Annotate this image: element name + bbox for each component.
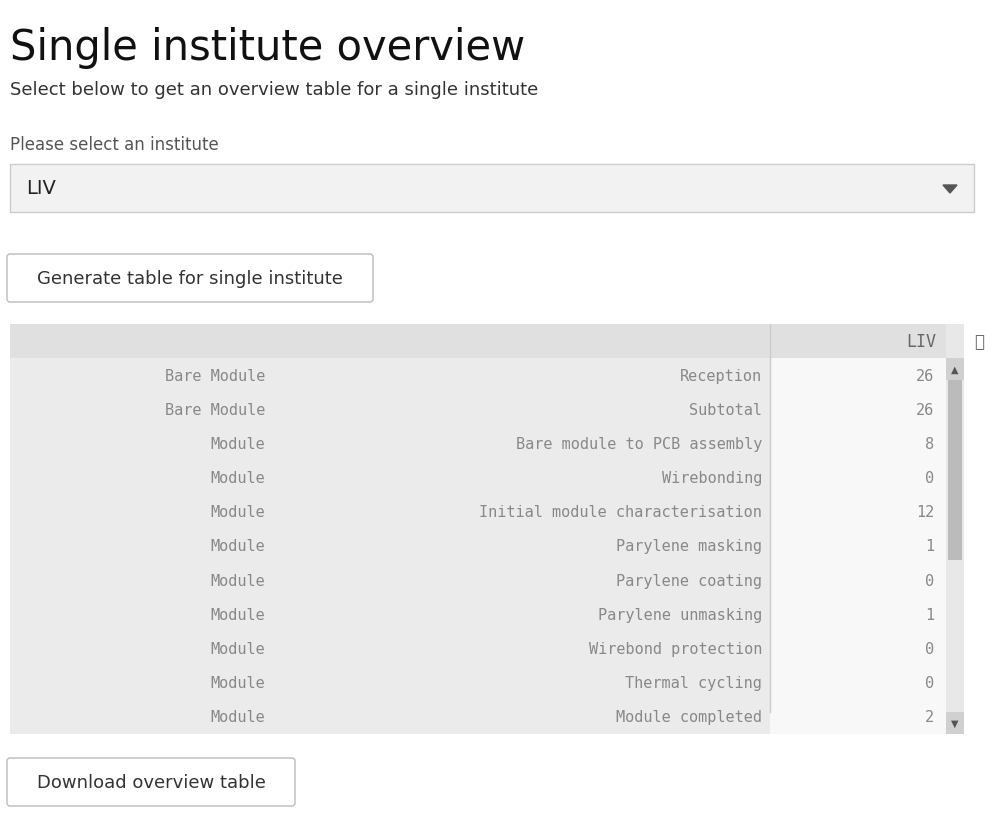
Text: Parylene masking: Parylene masking [616, 539, 762, 554]
Text: Please select an institute: Please select an institute [10, 136, 219, 154]
Text: Module: Module [211, 641, 265, 656]
Text: Download overview table: Download overview table [36, 773, 265, 791]
Bar [946, 713, 964, 734]
Text: Select below to get an overview table for a single institute: Select below to get an overview table fo… [10, 81, 538, 99]
Text: 0: 0 [925, 471, 934, 486]
Text: Module: Module [211, 709, 265, 725]
Text: 0: 0 [925, 641, 934, 656]
Text: Module: Module [211, 573, 265, 588]
Text: Bare Module: Bare Module [164, 369, 265, 383]
Text: ▲: ▲ [952, 364, 959, 374]
Text: Thermal cycling: Thermal cycling [625, 676, 762, 690]
Bar [948, 381, 962, 560]
Text: LIV: LIV [26, 179, 55, 198]
Text: 26: 26 [915, 402, 934, 417]
Text: Subtotal: Subtotal [689, 402, 762, 417]
Text: Parylene unmasking: Parylene unmasking [598, 607, 762, 622]
Bar [10, 165, 974, 213]
Text: Bare module to PCB assembly: Bare module to PCB assembly [516, 437, 762, 451]
Text: 12: 12 [915, 505, 934, 520]
Polygon shape [943, 186, 957, 194]
Text: Wirebonding: Wirebonding [661, 471, 762, 486]
Text: ⤢: ⤢ [974, 333, 984, 351]
Text: ▼: ▼ [952, 718, 959, 728]
FancyBboxPatch shape [7, 255, 373, 303]
Text: Module completed: Module completed [616, 709, 762, 725]
Text: Module: Module [211, 471, 265, 486]
Bar [770, 359, 946, 734]
Text: Reception: Reception [679, 369, 762, 383]
Text: Module: Module [211, 505, 265, 520]
Text: LIV: LIV [906, 333, 936, 351]
Text: 1: 1 [925, 539, 934, 554]
Text: Module: Module [211, 437, 265, 451]
Text: Bare Module: Bare Module [164, 402, 265, 417]
Text: Generate table for single institute: Generate table for single institute [37, 269, 343, 287]
Text: Parylene coating: Parylene coating [616, 573, 762, 588]
Bar [946, 359, 964, 381]
Text: 0: 0 [925, 573, 934, 588]
Text: 8: 8 [925, 437, 934, 451]
Text: 26: 26 [915, 369, 934, 383]
FancyBboxPatch shape [7, 758, 295, 806]
Bar [946, 324, 964, 734]
Bar [10, 324, 946, 734]
Text: Single institute overview: Single institute overview [10, 27, 525, 69]
Text: 1: 1 [925, 607, 934, 622]
Text: 0: 0 [925, 676, 934, 690]
Bar [10, 324, 946, 359]
Bar [770, 324, 946, 359]
Text: Module: Module [211, 676, 265, 690]
Text: 2: 2 [925, 709, 934, 725]
Text: Wirebond protection: Wirebond protection [589, 641, 762, 656]
Text: Module: Module [211, 539, 265, 554]
Text: Module: Module [211, 607, 265, 622]
Text: Initial module characterisation: Initial module characterisation [479, 505, 762, 520]
